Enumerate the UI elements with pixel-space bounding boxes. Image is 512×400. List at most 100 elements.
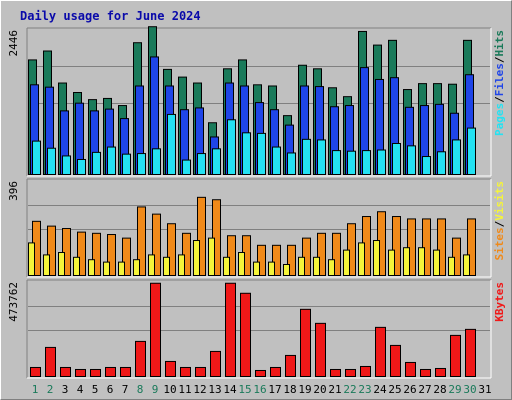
visits-bar-day-25 [388,249,395,277]
sites-bar-day-3 [62,228,71,276]
visits-bar-day-1 [28,242,35,276]
sites-bar-day-21 [332,232,341,276]
pages-bar-day-10 [167,113,176,176]
kbytes-bar-day-7 [120,366,131,378]
day-label-24: 24 [373,383,387,396]
pages-bar-day-26 [407,145,416,175]
sites-bar-day-25 [392,216,401,276]
visits-bar-day-16 [253,261,260,276]
day-label-18: 18 [283,383,296,396]
day-label-3: 3 [62,383,69,396]
pages-bar-day-7 [122,153,131,176]
day-label-11: 11 [178,383,191,396]
visits-bar-day-24 [373,240,380,276]
pages-bar-day-9 [152,148,161,175]
visits-bar-day-27 [418,247,425,277]
sites-bar-day-7 [122,237,131,277]
sites-bar-day-4 [77,231,86,276]
visits-bar-day-21 [328,259,335,276]
top-max-label: 2446 [7,30,20,57]
day-label-6: 6 [107,383,114,396]
kbytes-bar-day-26 [405,361,416,378]
day-label-12: 12 [193,383,206,396]
visits-bar-day-28 [433,249,440,277]
visits-bar-day-17 [268,261,275,276]
visits-bar-day-6 [103,261,110,276]
kbytes-bar-day-27 [420,368,431,378]
pages-bar-day-22 [347,150,356,175]
sites-bar-day-27 [422,218,431,276]
visits-bar-day-11 [178,254,185,276]
kbytes-bar-day-11 [180,366,191,378]
kbytes-bar-day-8 [135,340,146,377]
visits-bar-day-14 [223,256,230,276]
day-label-2: 2 [47,383,54,396]
chart-title: Daily usage for June 2024 [20,9,201,23]
bottom-max-label: 473762 [7,282,20,322]
top-legend: Pages/Files/Hits [493,30,506,136]
pages-bar-day-2 [47,147,56,175]
visits-bar-day-9 [148,254,155,276]
pages-bar-day-30 [467,127,476,176]
day-label-16: 16 [253,383,266,396]
visits-bar-day-29 [448,256,455,276]
kbytes-bar-day-21 [330,368,341,378]
day-label-29: 29 [448,383,461,396]
sites-bar-day-14 [227,235,236,277]
visits-bar-day-23 [358,242,365,276]
pages-bar-day-20 [317,139,326,176]
pages-bar-day-13 [212,148,221,175]
day-label-4: 4 [77,383,84,396]
visits-bar-day-12 [193,240,200,276]
day-label-28: 28 [433,383,446,396]
sites-bar-day-20 [317,232,326,276]
pages-bar-day-24 [377,149,386,175]
kbytes-bar-day-4 [75,368,86,378]
pages-bar-day-29 [452,139,461,176]
sites-bar-day-2 [47,225,56,277]
day-label-25: 25 [388,383,401,396]
kbytes-bar-day-12 [195,366,206,378]
day-label-8: 8 [137,383,144,396]
day-label-31: 31 [478,383,491,396]
pages-bar-day-3 [62,155,71,176]
sites-bar-day-10 [167,223,176,277]
kbytes-bar-day-17 [270,366,281,378]
visits-bar-day-8 [133,259,140,276]
day-label-14: 14 [223,383,237,396]
day-label-1: 1 [32,383,39,396]
kbytes-bar-day-1 [30,366,41,378]
sites-bar-day-28 [437,218,446,276]
pages-bar-day-5 [92,151,101,175]
visits-bar-day-18 [283,264,290,276]
bottom-plot-area [27,280,491,378]
visits-bar-day-13 [208,237,215,277]
bottom-legend: KBytes [493,282,506,322]
pages-bar-day-25 [392,142,401,176]
day-label-17: 17 [268,383,281,396]
visits-bar-day-19 [298,256,305,276]
pages-bar-day-6 [107,146,116,175]
top-legend-item-3: / [493,56,506,63]
middle-max-label: 396 [7,181,20,201]
day-label-10: 10 [163,383,176,396]
kbytes-bar-day-20 [315,322,326,377]
day-label-22: 22 [343,383,356,396]
sites-bar-day-5 [92,232,101,276]
pages-bar-day-12 [197,153,206,175]
kbytes-bar-day-23 [360,365,371,377]
visits-bar-day-22 [343,249,350,277]
visits-bar-day-7 [118,261,125,276]
bottom-legend-item-0: KBytes [493,282,506,322]
sites-bar-day-18 [287,244,296,276]
sites-bar-day-8 [137,206,146,276]
pages-bar-day-23 [362,150,371,175]
pages-bar-day-8 [137,153,146,175]
kbytes-bar-day-15 [240,292,251,377]
sites-bar-day-12 [197,196,206,276]
day-label-20: 20 [313,383,326,396]
visits-bar-day-20 [313,256,320,276]
day-label-7: 7 [122,383,129,396]
kbytes-bar-day-30 [465,328,476,378]
